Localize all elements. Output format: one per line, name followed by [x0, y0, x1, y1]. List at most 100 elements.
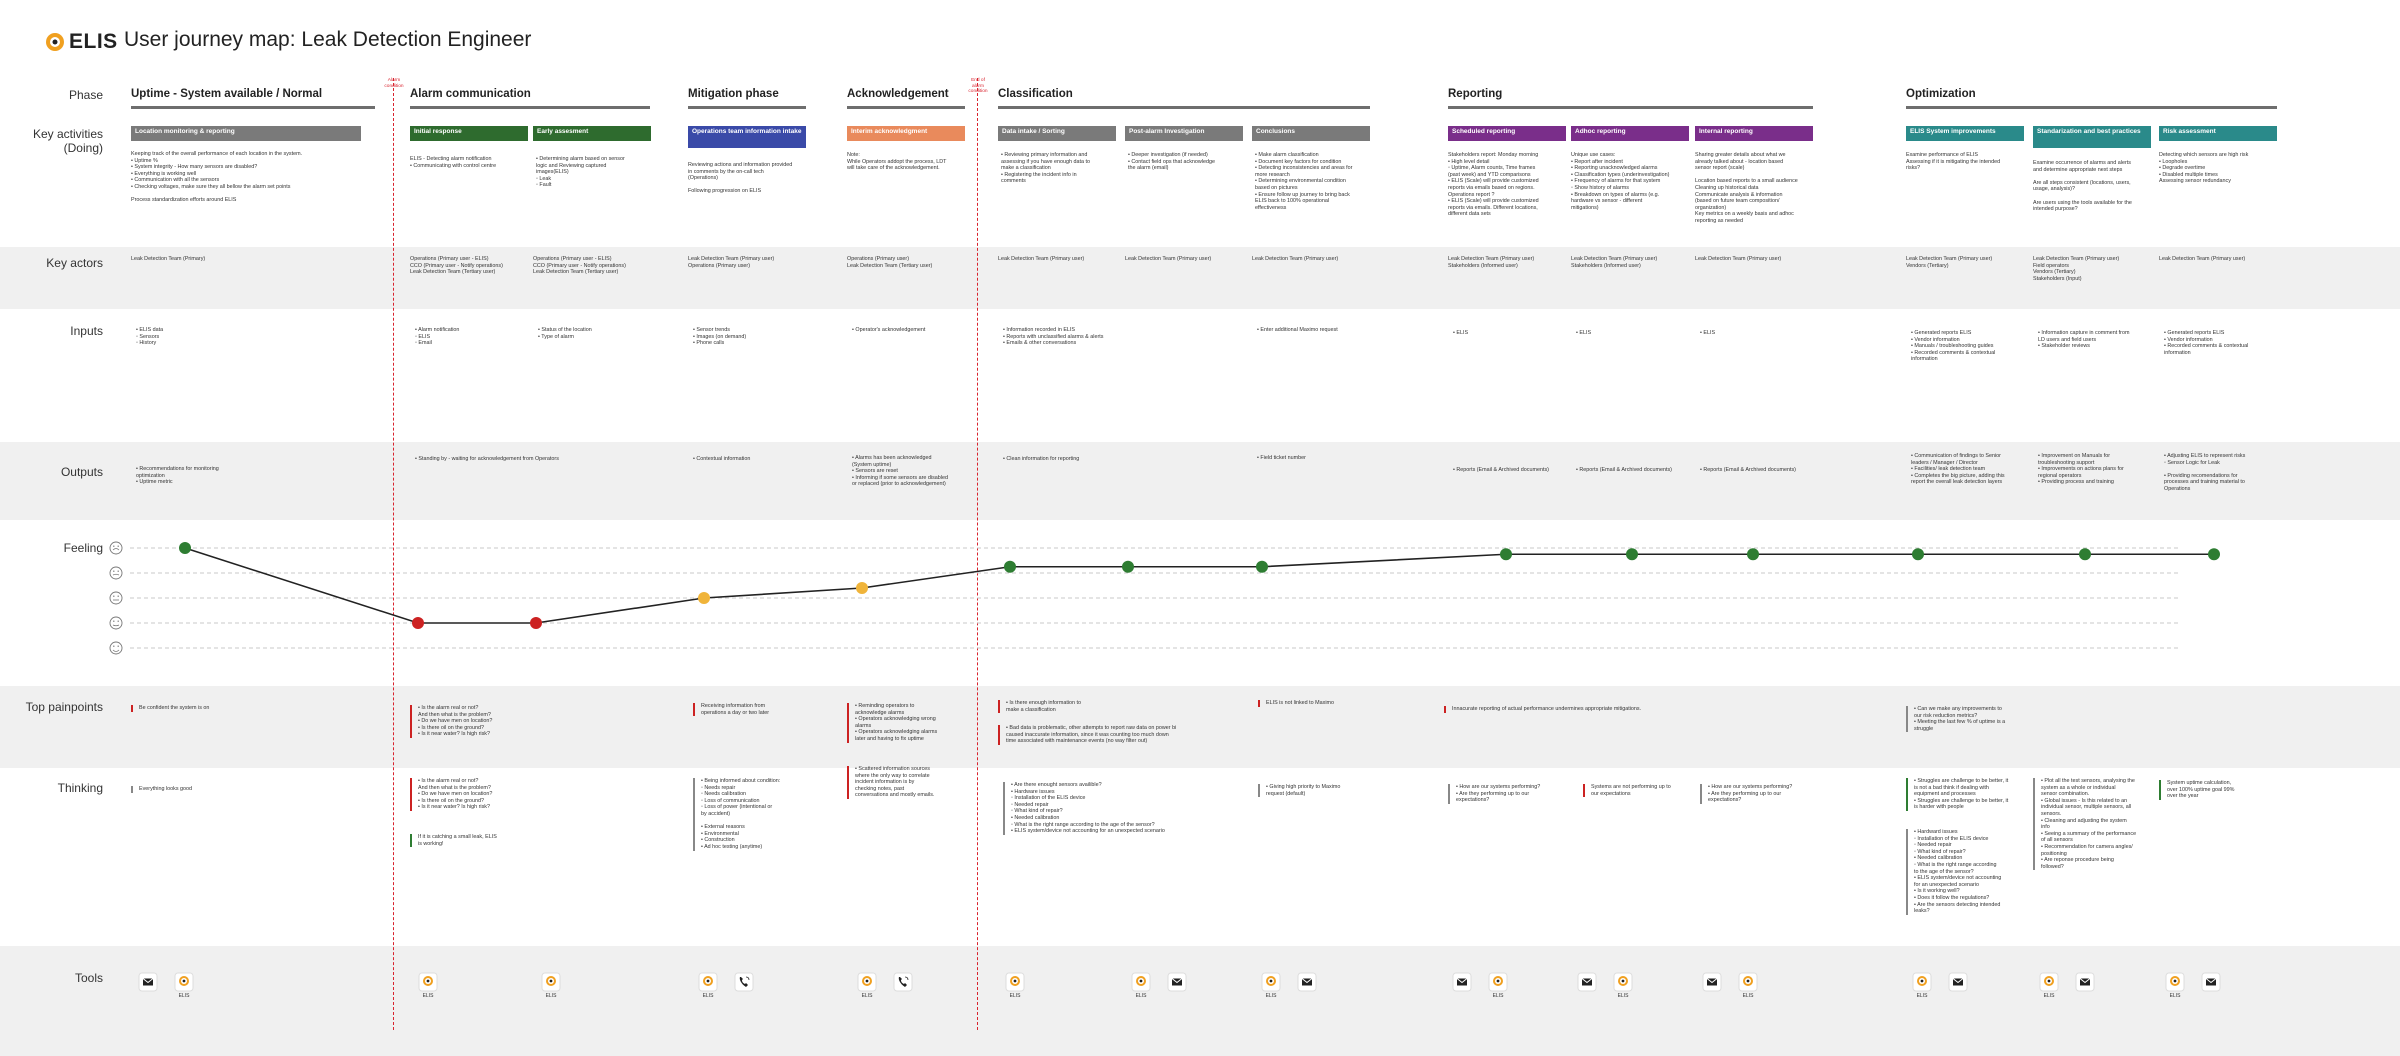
activity-text: Stakeholders report: Monday morning • Hi…	[1448, 152, 1539, 218]
mail-icon	[138, 972, 158, 992]
activity-text: • Determining alarm based on sensor logi…	[536, 156, 625, 189]
actors-text: Leak Detection Team (Primary user)	[1125, 256, 1212, 262]
elis-tool-icon	[1131, 972, 1151, 992]
phase-acknowledgement: Acknowledgement	[847, 88, 949, 100]
activity-box-data-intake: Data intake / Sorting	[998, 126, 1116, 141]
inputs-text: • Status of the location • Type of alarm	[538, 327, 592, 340]
neutral-face-icon	[109, 591, 123, 605]
feeling-chart	[109, 541, 2220, 655]
phase-bar-classification	[998, 106, 1370, 109]
actors-text: Leak Detection Team (Primary)	[131, 256, 206, 262]
painpoint: ELIS is not linked to Maximo	[1258, 700, 1386, 707]
thinking: • Plot all the test sensors, analysing t…	[2033, 778, 2166, 871]
mail-icon	[1297, 972, 1317, 992]
feeling-point	[1500, 548, 1512, 561]
painpoint: • Bad data is problematic, other attempt…	[998, 725, 1236, 745]
actors-text: Leak Detection Team (Primary user)	[998, 256, 1085, 262]
row-label-painpoints: Top painpoints	[25, 700, 103, 714]
elis-tool-label: ELIS	[1916, 993, 1928, 999]
actors-text: Leak Detection Team (Primary user)	[1252, 256, 1339, 262]
row-label-inputs: Inputs	[70, 324, 103, 338]
activity-text: • Make alarm classification • Document k…	[1255, 152, 1353, 211]
actors-text: Operations (Primary user) Leak Detection…	[847, 256, 933, 269]
elis-tool-icon	[698, 972, 718, 992]
phase-optimization: Optimization	[1906, 88, 1976, 100]
feeling-line	[184, 547, 2214, 624]
elis-tool-icon	[1005, 972, 1025, 992]
very-sad-face-icon	[109, 641, 123, 655]
feeling-point	[1122, 560, 1134, 573]
mail-icon	[1167, 972, 1187, 992]
very-happy-face-icon	[109, 541, 123, 555]
phase-bar-mitigation	[688, 106, 806, 109]
band-actors	[0, 247, 2400, 309]
inputs-text: • ELIS	[1453, 330, 1469, 336]
activity-text: • Reviewing primary information and asse…	[1001, 152, 1091, 185]
elis-tool-label: ELIS	[1135, 993, 1147, 999]
elis-tool-icon	[1488, 972, 1508, 992]
elis-tool-icon	[1613, 972, 1633, 992]
actors-text: Leak Detection Team (Primary user) Field…	[2033, 256, 2120, 282]
feeling-point	[1912, 548, 1924, 561]
activity-box-conclusions: Conclusions	[1252, 126, 1370, 141]
outputs-text: • Reports (Email & Archived documents)	[1576, 467, 1672, 473]
feeling-point	[1626, 548, 1638, 561]
elis-tool-label: ELIS	[2169, 993, 2181, 999]
phase-bar-reporting	[1448, 106, 1813, 109]
elis-tool-label: ELIS	[702, 993, 714, 999]
activity-box-standarization: Standarization and best practices	[2033, 126, 2151, 148]
feeling-point	[2208, 548, 2220, 561]
elis-tool-label: ELIS	[2043, 993, 2055, 999]
inputs-text: • Alarm notification ◦ ELIS ◦ Email	[415, 327, 460, 347]
actors-text: Operations (Primary user - ELIS) CCO (Pr…	[533, 256, 626, 276]
activity-box-adhoc-reporting: Adhoc reporting	[1571, 126, 1689, 141]
activity-text: • Deeper investigation (if needed) • Con…	[1128, 152, 1215, 172]
thinking: • Giving high priority to Maximo request…	[1258, 784, 1384, 798]
row-label-phase: Phase	[68, 88, 103, 102]
elis-tool-label: ELIS	[861, 993, 873, 999]
row-label-thinking: Thinking	[57, 781, 103, 795]
phase-bar-uptime	[131, 106, 375, 109]
thinking: System uptime calculation, over 100% upt…	[2159, 780, 2285, 800]
actors-text: Leak Detection Team (Primary user) Opera…	[688, 256, 775, 269]
inputs-text: • ELIS	[1700, 330, 1716, 336]
row-label-feeling: Feeling	[63, 541, 103, 555]
logo: ELIS	[44, 30, 118, 54]
inputs-text: • ELIS	[1576, 330, 1592, 336]
inputs-text: • Enter additional Maximo request	[1257, 327, 1338, 333]
activity-box-interim-acknowledgment: Interim acknowledgment	[847, 126, 965, 141]
activity-text: Keeping track of the overall performance…	[131, 151, 303, 204]
thinking: • Struggles are challenge to be better, …	[1906, 778, 2034, 811]
thinking: • Hardward issues ◦ Installation of the …	[1906, 829, 2034, 915]
phone-icon	[893, 972, 913, 992]
inputs-text: • ELIS data ◦ Sensors ◦ History	[136, 327, 164, 347]
logo-text: ELIS	[69, 30, 118, 53]
inputs-text: • Information capture in comment from LD…	[2038, 330, 2130, 350]
activity-text: Examine performance of ELIS Assessing if…	[1906, 152, 2001, 172]
painpoint: • Can we make any improvements to our ri…	[1906, 706, 2039, 733]
happy-face-icon	[109, 566, 123, 580]
outputs-text: • Communication of findings to Senior le…	[1911, 453, 2005, 486]
outputs-text: • Standing by - waiting for acknowledgem…	[415, 456, 559, 462]
elis-tool-icon	[541, 972, 561, 992]
activity-box-system-improvements: ELIS System improvements	[1906, 126, 2024, 141]
mail-icon	[2201, 972, 2221, 992]
elis-tool-label: ELIS	[422, 993, 434, 999]
end-alarm-condition-label: End of alarm condition	[968, 78, 988, 94]
phone-icon	[734, 972, 754, 992]
inputs-text: • Information recorded in ELIS • Reports…	[1003, 327, 1104, 347]
actors-text: Operations (Primary user - ELIS) CCO (Pr…	[410, 256, 503, 276]
actors-text: Leak Detection Team (Primary user) Stake…	[1571, 256, 1658, 269]
outputs-text: • Field ticket number	[1257, 455, 1306, 461]
phase-alarm-communication: Alarm communication	[410, 88, 531, 100]
band-outputs	[0, 442, 2400, 520]
row-label-actors: Key actors	[46, 256, 103, 270]
painpoint: • Scattered information sources where th…	[847, 766, 975, 799]
outputs-text: • Reports (Email & Archived documents)	[1700, 467, 1796, 473]
activity-box-operations-intake: Operations team information intake	[688, 126, 806, 148]
outputs-text: • Clean information for reporting	[1003, 456, 1080, 462]
elis-tool-label: ELIS	[545, 993, 557, 999]
elis-tool-icon	[2039, 972, 2059, 992]
inputs-text: • Sensor trends • Images (on demand) • P…	[693, 327, 747, 347]
painpoint: • Is there enough information to make a …	[998, 700, 1136, 714]
